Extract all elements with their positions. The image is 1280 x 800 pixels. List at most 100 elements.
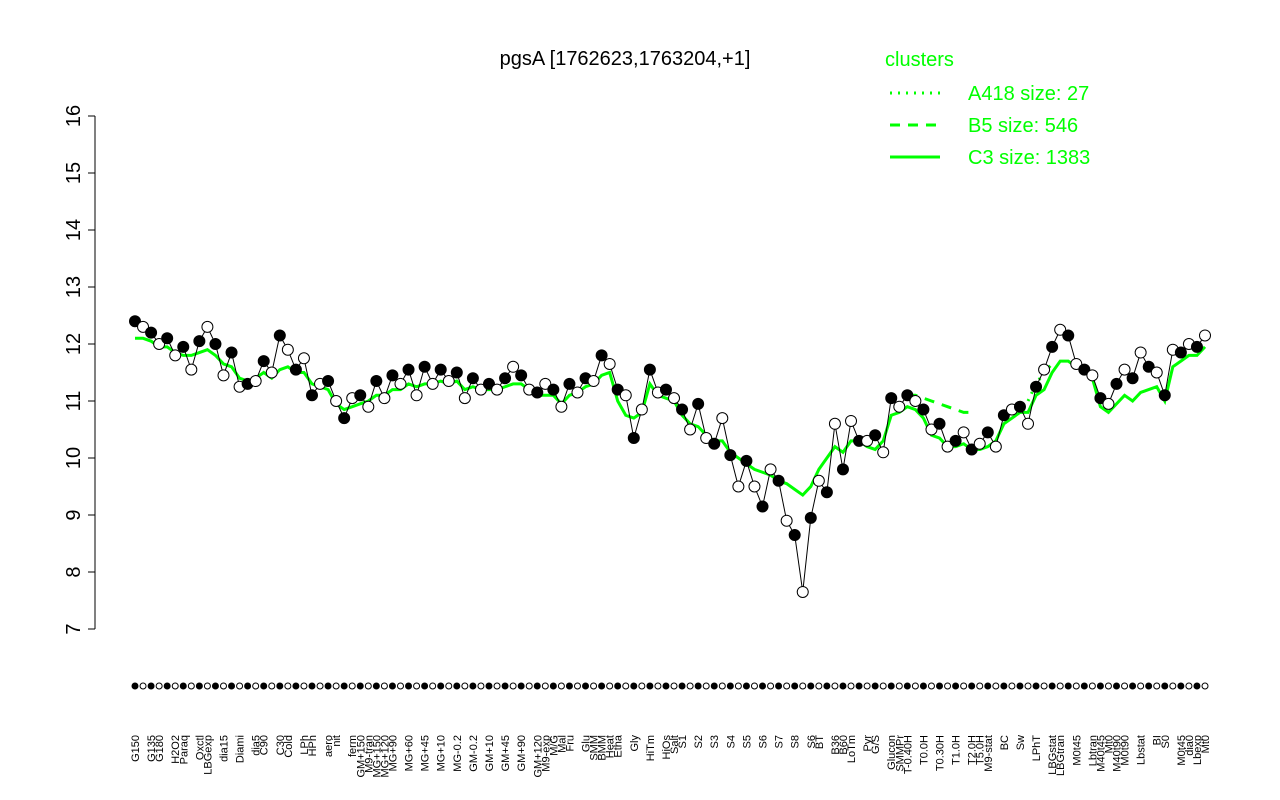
rug-mark [380,682,388,690]
data-point [780,514,793,527]
data-point [933,417,946,430]
data-point [354,389,367,402]
x-tick-label: MG-0.2 [452,735,464,772]
data-point [1013,400,1026,413]
legend-label: C3 size: 1383 [968,147,1090,169]
data-point [1190,340,1203,353]
x-tick-label: BC [999,735,1011,750]
x-tick-label: G135 [146,735,158,762]
data-point [973,437,986,450]
rug-mark [670,682,678,690]
rug-mark [1193,682,1201,690]
x-tick-label: aero [323,735,335,757]
data-point [611,383,624,396]
rug-mark [694,682,702,690]
rug-mark [260,682,268,690]
x-tick-label: Mt0 [1200,735,1212,753]
x-tick-label: HiOs [661,735,673,760]
data-point [394,377,407,390]
data-point [828,417,841,430]
data-point [788,528,801,541]
rug-mark [654,682,662,690]
rug-mark [405,682,413,690]
data-point [434,363,447,376]
rug-mark [590,682,598,690]
x-tick-label: LoTm [846,735,858,763]
rug-mark [211,682,219,690]
data-point [1038,363,1051,376]
rug-mark [276,682,284,690]
data-point [820,486,833,499]
data-point [1134,346,1147,359]
data-point [925,423,938,436]
rug-mark [1040,682,1048,690]
rug-mark [413,682,421,690]
data-point [796,585,809,598]
x-tick-label: M9-exp [540,735,552,772]
x-tick-label: S2 [693,735,705,748]
x-tick-label: C30 [275,735,287,755]
legend-label: A418 size: 27 [968,83,1089,105]
rug-mark [461,682,469,690]
rug-mark [582,682,590,690]
rug-mark [195,682,203,690]
rug-mark [477,682,485,690]
rug-mark [533,682,541,690]
rug-mark [131,682,139,690]
data-point [845,414,858,427]
data-point [209,338,222,350]
data-point [1022,417,1035,430]
data-point [619,389,632,402]
data-point [836,463,849,476]
data-point [249,375,262,388]
data-point [386,369,399,382]
data-point [901,389,914,402]
x-tick-label: G/S [870,735,882,754]
x-tick-label: T0.30H [935,735,947,771]
data-point [185,363,198,376]
rug-mark [919,682,927,690]
rug-mark [1008,682,1016,690]
data-point [338,412,351,425]
rug-mark [710,682,718,690]
rug-mark [244,682,252,690]
rug-mark [887,682,895,690]
data-point [724,449,737,462]
rug-mark [324,682,332,690]
x-tick-label: Oxctl [194,735,206,760]
rug-mark [807,682,815,690]
data-point [885,392,898,405]
x-tick-label: MG+90 [387,735,399,771]
rug-mark [525,682,533,690]
data-point [1174,346,1187,359]
rug-mark [984,682,992,690]
x-tick-label: S4 [725,735,737,748]
data-point [499,372,512,385]
rug-mark [799,682,807,690]
x-tick-label: M/G [548,735,560,756]
rug-mark [332,682,340,690]
rug-mark [445,682,453,690]
data-point [458,392,471,405]
data-point [764,463,777,476]
x-tick-label: S5 [741,735,753,748]
data-point [1078,363,1091,376]
rug-mark [927,682,935,690]
rug-mark [147,682,155,690]
rug-mark [911,682,919,690]
rug-mark [606,682,614,690]
x-tick-label: BI [1152,735,1164,745]
x-tick-label: ferm [347,735,359,757]
data-point [515,369,528,382]
rug-mark [871,682,879,690]
rug-mark [388,682,396,690]
x-tick-label: M0t90 [1120,735,1132,766]
x-tick-label: H2O2 [170,735,182,764]
x-tick-label: S7 [774,735,786,748]
data-point [684,423,697,436]
rug-mark [1121,682,1129,690]
x-tick-label: S6 [806,735,818,748]
rug-mark [855,682,863,690]
rug-mark [952,682,960,690]
